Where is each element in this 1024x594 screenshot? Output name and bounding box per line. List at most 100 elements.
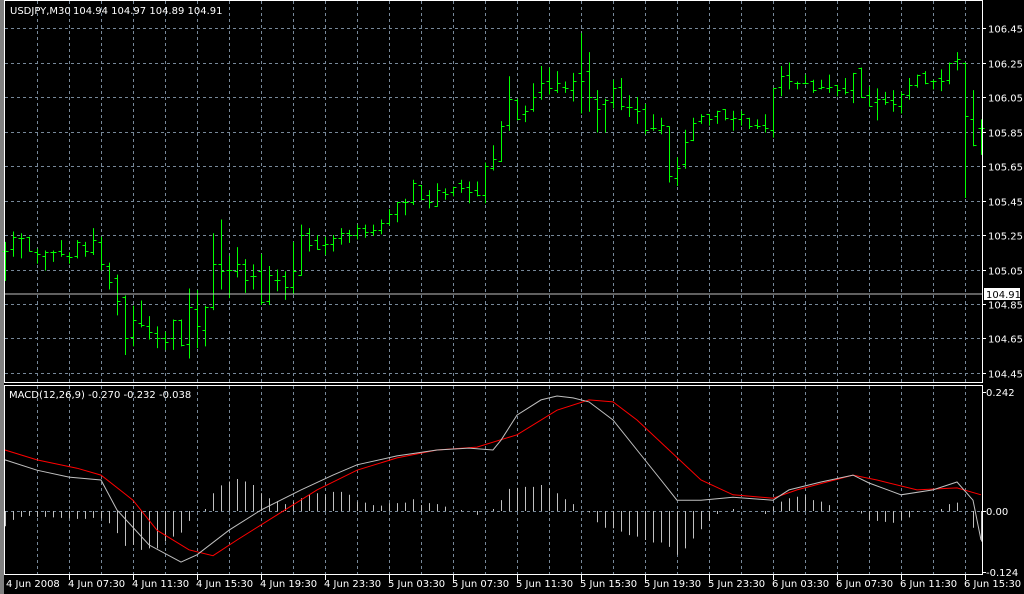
price-bar bbox=[42, 250, 49, 271]
price-tick-label: 105.05 bbox=[988, 267, 1023, 278]
price-bar bbox=[538, 65, 545, 100]
price-bar bbox=[66, 252, 73, 264]
price-bar bbox=[930, 79, 937, 90]
price-bar bbox=[714, 110, 721, 124]
macd-axis[interactable]: 0.242 0.00 -0.124 bbox=[982, 388, 1018, 579]
price-bar bbox=[394, 202, 401, 223]
time-tick-label: 4 Jun 2008 bbox=[6, 579, 60, 590]
price-bar bbox=[482, 162, 489, 204]
price-bar bbox=[674, 157, 681, 186]
price-bar bbox=[642, 103, 649, 135]
price-bar bbox=[90, 228, 97, 255]
price-tick-label: 105.65 bbox=[988, 163, 1023, 174]
macd-main-line bbox=[4, 395, 982, 563]
price-bar bbox=[514, 98, 521, 121]
macd-panel-frame[interactable] bbox=[4, 385, 983, 575]
price-bar bbox=[730, 110, 737, 131]
price-bar bbox=[682, 129, 689, 169]
time-axis[interactable]: 4 Jun 2008 4 Jun 07:30 4 Jun 11:30 4 Jun 15… bbox=[6, 575, 1021, 590]
price-bar bbox=[546, 67, 553, 95]
macd-signal-line bbox=[4, 399, 982, 557]
grid bbox=[5, 1, 982, 574]
price-panel-frame bbox=[4, 0, 983, 383]
price-bar bbox=[330, 235, 337, 252]
time-tick-label: 6 Jun 03:30 bbox=[772, 579, 829, 590]
price-bar bbox=[922, 71, 929, 85]
price-bar bbox=[842, 78, 849, 95]
price-bar bbox=[554, 71, 561, 93]
price-bar bbox=[586, 52, 593, 112]
price-bar bbox=[194, 290, 201, 349]
time-tick-label: 6 Jun 15:30 bbox=[964, 579, 1021, 590]
time-tick-label: 5 Jun 19:30 bbox=[644, 579, 701, 590]
price-bar bbox=[298, 224, 305, 276]
time-tick-label: 4 Jun 23:30 bbox=[324, 579, 381, 590]
price-bar bbox=[426, 190, 433, 209]
time-tick-label: 6 Jun 07:30 bbox=[836, 579, 893, 590]
price-bar bbox=[138, 300, 145, 328]
price-bar bbox=[314, 235, 321, 250]
price-bar bbox=[850, 72, 857, 104]
time-tick-label: 4 Jun 19:30 bbox=[260, 579, 317, 590]
price-bar bbox=[826, 74, 833, 93]
macd-label: MACD(12,26,9) -0.270 -0.232 -0.038 bbox=[9, 390, 191, 401]
price-bar bbox=[210, 233, 217, 311]
price-bar bbox=[442, 188, 449, 200]
price-bar bbox=[690, 117, 697, 142]
price-tick-label: 106.25 bbox=[988, 60, 1023, 71]
price-bar bbox=[178, 319, 185, 347]
price-bar bbox=[658, 117, 665, 135]
price-bar bbox=[938, 69, 945, 92]
price-bar bbox=[522, 105, 529, 123]
price-bar bbox=[106, 262, 113, 290]
price-bar bbox=[162, 331, 169, 350]
price-tick-label: 105.45 bbox=[988, 198, 1023, 209]
current-price-badge bbox=[984, 288, 1020, 300]
price-bar bbox=[794, 81, 801, 90]
price-bar bbox=[370, 224, 377, 236]
price-bar bbox=[962, 62, 969, 199]
price-bar bbox=[818, 79, 825, 90]
price-bar bbox=[786, 62, 793, 90]
price-bar bbox=[610, 79, 617, 109]
price-tick-label: 104.65 bbox=[988, 335, 1023, 346]
price-bar bbox=[946, 62, 953, 85]
price-bar bbox=[410, 179, 417, 205]
price-bar bbox=[242, 259, 249, 293]
price-bar bbox=[874, 88, 881, 121]
price-axis[interactable]: 106.45 106.25 106.05 105.85 105.65 105.45 105.… bbox=[982, 25, 1023, 381]
price-bar bbox=[10, 231, 17, 257]
price-bar bbox=[978, 119, 985, 155]
price-bar bbox=[650, 114, 657, 131]
price-bar bbox=[810, 79, 817, 93]
price-bar bbox=[122, 295, 129, 356]
price-tick-label: 106.05 bbox=[988, 94, 1023, 105]
price-bar bbox=[498, 121, 505, 162]
price-tick-label: 104.85 bbox=[988, 301, 1023, 312]
time-tick-label: 5 Jun 03:30 bbox=[388, 579, 445, 590]
price-bar bbox=[490, 145, 497, 171]
price-bar bbox=[458, 179, 465, 193]
time-tick-label: 5 Jun 23:30 bbox=[708, 579, 765, 590]
price-bar bbox=[450, 186, 457, 197]
price-bar bbox=[170, 319, 177, 350]
price-bar bbox=[578, 33, 585, 114]
price-bar bbox=[50, 250, 57, 262]
price-bar bbox=[698, 114, 705, 124]
time-tick-label: 4 Jun 11:30 bbox=[132, 579, 189, 590]
price-bar bbox=[82, 241, 89, 257]
price-bar bbox=[770, 88, 777, 138]
price-bar bbox=[706, 114, 713, 126]
price-bar bbox=[898, 91, 905, 114]
current-price-label: 104.91 bbox=[986, 290, 1021, 301]
price-bar bbox=[58, 240, 65, 257]
window-left-edge bbox=[0, 0, 4, 594]
price-bar bbox=[882, 91, 889, 105]
price-bar bbox=[530, 83, 537, 112]
price-bar bbox=[282, 271, 289, 300]
price-bar bbox=[186, 288, 193, 359]
price-bar bbox=[378, 219, 385, 235]
price-bar bbox=[906, 78, 913, 100]
macd-histogram bbox=[5, 479, 982, 555]
